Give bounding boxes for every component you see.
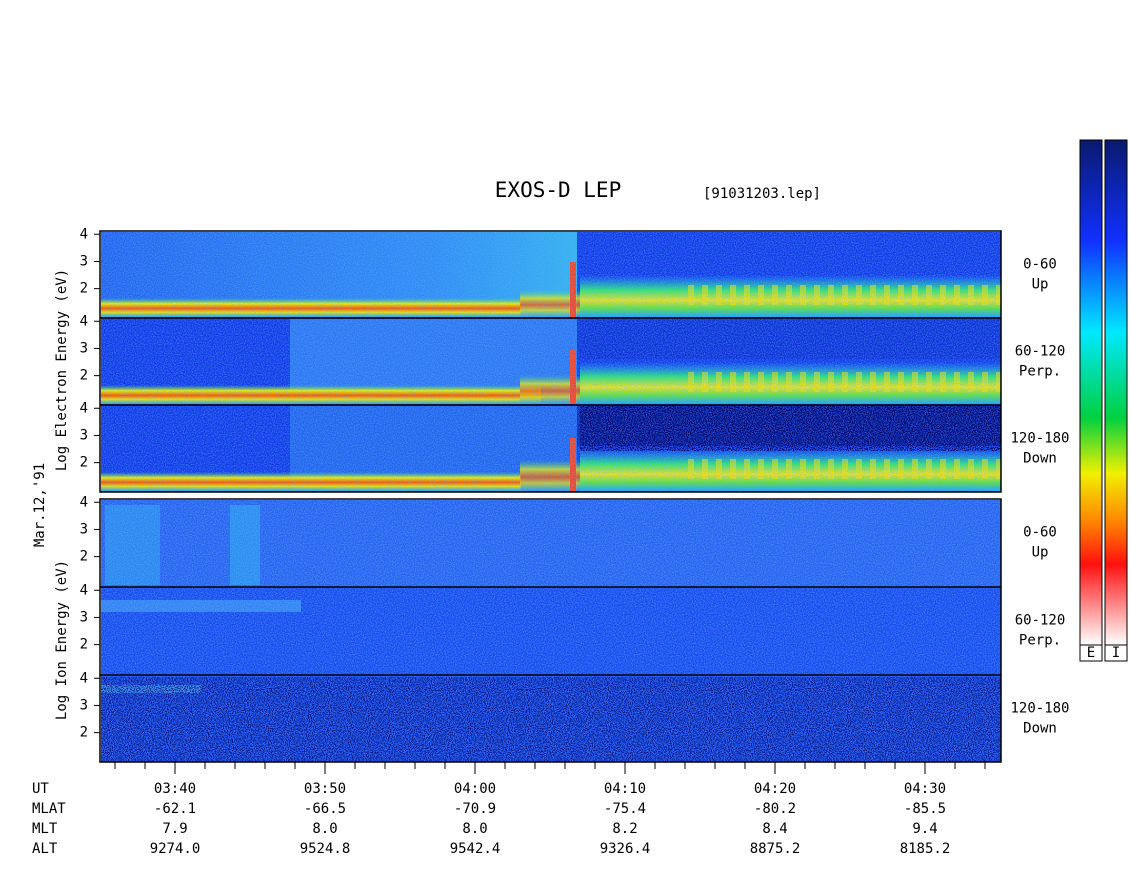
ephemeris-value: 8185.2 — [900, 841, 951, 857]
y-tick-label: 2 — [80, 549, 88, 565]
ephemeris-label: UT — [32, 781, 49, 797]
panel-direction: Up — [1032, 545, 1049, 561]
colorbars — [1079, 139, 1128, 662]
y-tick-label: 3 — [80, 697, 88, 713]
ephemeris-value: 04:30 — [904, 781, 946, 797]
ephemeris-value: 9326.4 — [600, 841, 651, 857]
y-tick-label: 4 — [80, 494, 88, 510]
ephemeris-value: -75.4 — [604, 801, 646, 817]
y-tick-label: 2 — [80, 637, 88, 653]
panel-range: 60-120 — [1015, 613, 1066, 629]
electron-y-label: Log Electron Energy (eV) — [54, 269, 70, 471]
colorbar-label: E — [1087, 645, 1095, 661]
ephemeris-value: 8.2 — [612, 821, 637, 837]
ephemeris-label: MLAT — [32, 801, 66, 817]
panel-direction: Down — [1023, 721, 1057, 737]
y-tick-label: 2 — [80, 281, 88, 297]
panel-direction: Perp. — [1019, 633, 1061, 649]
panel-frames — [99, 230, 1002, 763]
panel-direction: Down — [1023, 451, 1057, 467]
y-tick-label: 2 — [80, 368, 88, 384]
panel-range: 60-120 — [1015, 344, 1066, 360]
panel-range: 0-60 — [1023, 525, 1057, 541]
y-tick-label: 2 — [80, 455, 88, 471]
panel-direction: Perp. — [1019, 364, 1061, 380]
panel-range: 120-180 — [1010, 431, 1069, 447]
y-tick-label: 3 — [80, 253, 88, 269]
ephemeris-label: ALT — [32, 841, 58, 857]
y-tick-label: 2 — [80, 725, 88, 741]
y-tick-label: 4 — [80, 582, 88, 598]
colorbar-label: I — [1112, 645, 1120, 661]
panel-range: 120-180 — [1010, 701, 1069, 717]
ephemeris-value: 9524.8 — [300, 841, 351, 857]
ephemeris-value: -85.5 — [904, 801, 946, 817]
title: EXOS-D LEP — [495, 178, 621, 202]
ephemeris-label: MLT — [32, 821, 58, 837]
ephemeris-value: -66.5 — [304, 801, 346, 817]
panel-range: 0-60 — [1023, 257, 1057, 273]
ephemeris-value: 03:50 — [304, 781, 346, 797]
y-tick-label: 4 — [80, 400, 88, 416]
date-label: Mar.12,'91 — [32, 463, 48, 547]
y-tick-label: 4 — [80, 313, 88, 329]
ephemeris-value: -80.2 — [754, 801, 796, 817]
ephemeris-value: 8.0 — [462, 821, 487, 837]
ion-y-label: Log Ion Energy (eV) — [54, 560, 70, 720]
ephemeris-value: 8875.2 — [750, 841, 801, 857]
ephemeris-value: 8.4 — [762, 821, 787, 837]
axes: 2 3 4 0-60 Up 2 3 4 60-120 Perp. 2 3 4 120-180 Down 2 3 4… — [32, 226, 1070, 857]
ephemeris-value: 9542.4 — [450, 841, 501, 857]
ephemeris-value: 04:00 — [454, 781, 496, 797]
y-tick-label: 3 — [80, 427, 88, 443]
y-tick-label: 4 — [80, 226, 88, 242]
ephemeris-value: 04:10 — [604, 781, 646, 797]
electron-spectrogram — [101, 232, 1001, 492]
y-tick-label: 3 — [80, 521, 88, 537]
ephemeris-value: 9274.0 — [150, 841, 201, 857]
ephemeris-value: 04:20 — [754, 781, 796, 797]
ephemeris-value: 7.9 — [162, 821, 187, 837]
ephemeris-value: 9.4 — [912, 821, 937, 837]
ephemeris-value: -70.9 — [454, 801, 496, 817]
y-tick-label: 3 — [80, 609, 88, 625]
ephemeris-value: -62.1 — [154, 801, 196, 817]
ephemeris-value: 03:40 — [154, 781, 196, 797]
file-name: [91031203.lep] — [703, 186, 821, 202]
ephemeris-value: 8.0 — [312, 821, 337, 837]
y-tick-label: 3 — [80, 340, 88, 356]
panel-direction: Up — [1032, 277, 1049, 293]
ion-spectrogram — [101, 500, 1001, 762]
y-tick-label: 4 — [80, 670, 88, 686]
